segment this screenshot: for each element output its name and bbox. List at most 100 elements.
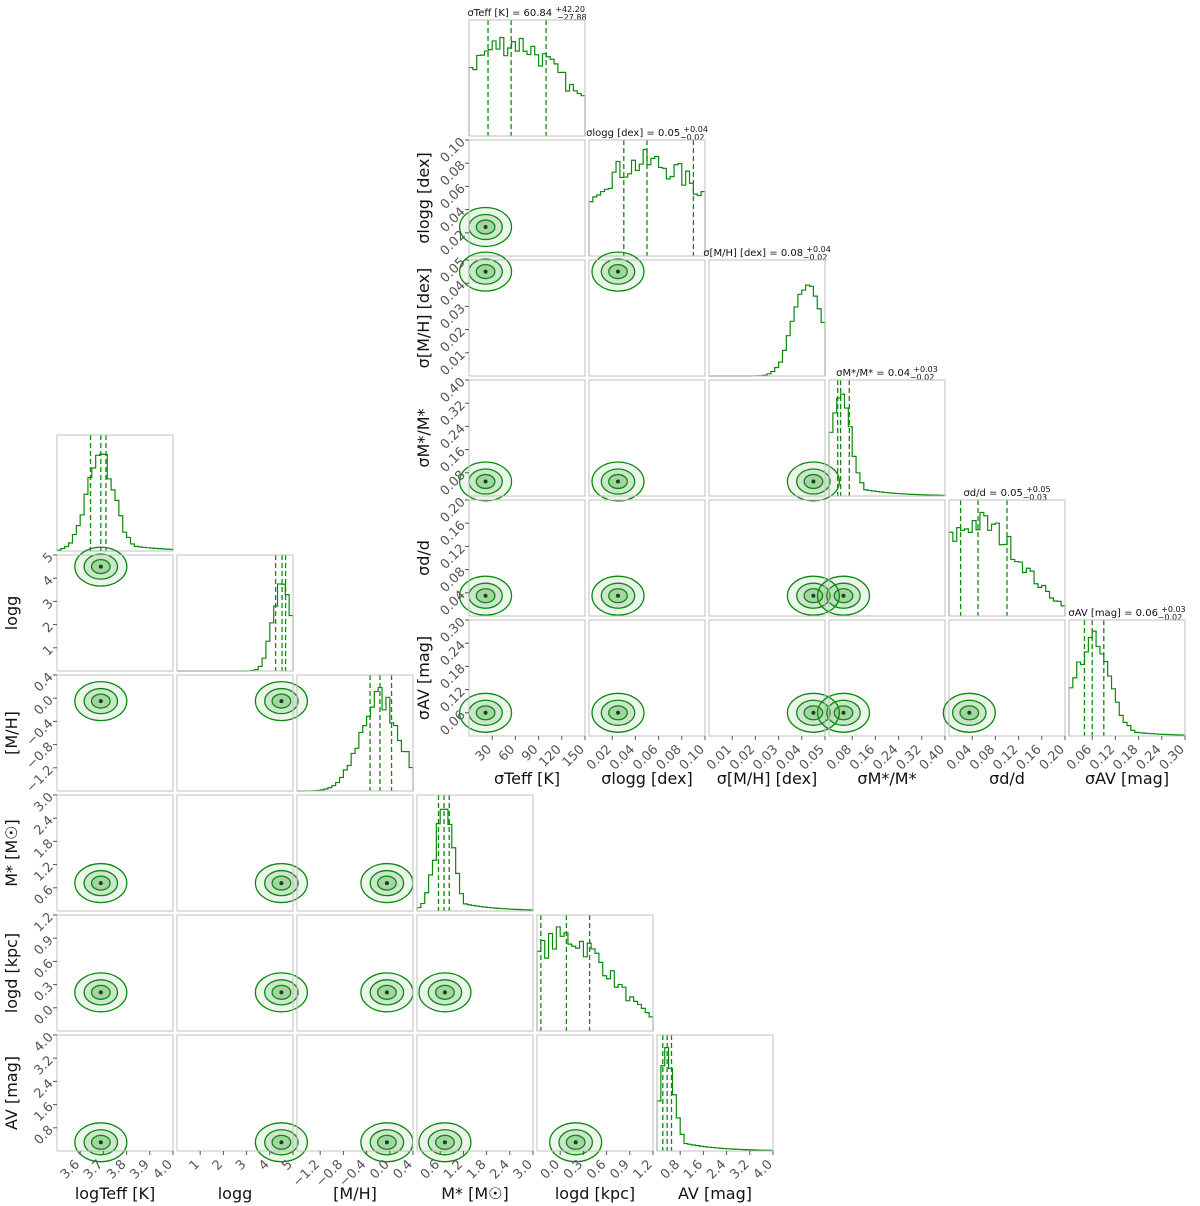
contour-peak [279,699,284,704]
x-axis-label-sTeff: σTeff [K] [494,769,560,788]
y-tick-label: 0.12 [438,541,469,572]
histogram-sTeff [468,36,586,136]
x-tick-label: 3.0 [511,1157,536,1182]
hist-panel-sd: σd/d = 0.05 +0.05 −0.03 [948,485,1066,617]
panel-frame [656,1034,774,1152]
y-axis-label-sM: σM*/M* [414,408,433,467]
x-tick-label: 3 [233,1157,249,1173]
panel-frame [176,794,294,912]
x-tick-label: 30 [473,742,495,764]
y-tick-label: 2.4 [31,813,56,838]
contour-panel-sM-sd [816,499,946,617]
contour-peak [98,699,103,704]
contour-peak [98,564,103,569]
contour-peak [384,1140,389,1145]
x-tick-label: 0.20 [1037,742,1068,773]
panel-frame [828,499,946,617]
hist-title-sAv: σAV [mag] = 0.06 +0.03 −0.02 [1068,605,1185,622]
contour-peak [442,1140,447,1145]
contour-panel-sMH-sM [708,379,841,502]
panel-frame [536,914,654,1032]
y-tick-label: 5 [40,550,56,566]
hist-panel-logd [536,914,654,1032]
y-axis-label-Av: AV [mag] [2,1056,21,1130]
x-axis-label-Av: AV [mag] [678,1184,752,1203]
contour-peak [384,881,389,886]
contour-panel-logg-logd [176,914,309,1032]
hist-title-sTeff: σTeff [K] = 60.84 +42.20 −27.88 [467,5,586,22]
contour-panel-sMH-sAv: 0.010.020.030.040.05σ[M/H] [dex] [704,619,841,788]
x-tick-label: 0.6 [584,1157,609,1182]
hist-title-sM: σM*/M* = 0.04 +0.03 −0.02 [836,365,938,382]
panel-frame [588,139,706,257]
contour-panel-slogg-sMH [588,251,706,377]
contour-peak [279,881,284,886]
contour-panel-logTeff-MH: −1.2−0.8−0.40.00.4[M/H] [2,670,174,796]
panel-frame [416,794,534,912]
contour-panel-logg-MH [176,674,309,792]
panel-frame [296,674,414,792]
x-tick-label: 0.9 [607,1157,632,1182]
x-tick-label: 0.04 [944,742,975,773]
hist-title-sMH: σ[M/H] [dex] = 0.08 +0.04 −0.02 [703,245,831,262]
panel-frame [468,259,586,377]
panel-frame [588,619,706,737]
x-tick-label: 120 [536,742,564,770]
contour-panel-logTeff-Av: 0.81.62.43.24.0AV [mag]3.63.73.83.94.0lo… [2,1030,176,1203]
y-tick-label: 0.40 [438,375,469,406]
y-axis-label-logd: logd [kpc] [2,933,21,1013]
x-axis-label-sM: σM*/M* [857,769,916,788]
panel-frame [588,259,706,377]
contour-peak [483,225,488,229]
panel-frame [56,674,174,792]
panel-frame [708,499,826,617]
panel-frame [56,434,174,552]
contour-peak [841,710,846,715]
contour-peak [279,990,284,995]
panel-frame [176,674,294,792]
contour-peak [811,593,816,598]
panel-frame [176,554,294,672]
contour-peak [616,479,620,484]
panel-frame [416,1034,534,1152]
panel-frame [708,259,826,377]
y-tick-label: 0.01 [438,348,469,379]
contour-peak [616,710,620,715]
y-tick-label: 0.9 [31,933,56,958]
contour-panel-MH-Mstar [296,794,414,912]
contour-peak [841,593,846,598]
hist-panel-sMH: σ[M/H] [dex] = 0.08 +0.04 −0.02 [703,245,831,377]
x-tick-label: 60 [496,742,518,764]
y-tick-label: 0.4 [31,670,56,695]
x-axis-label-sAv: σAV [mag] [1085,769,1169,788]
contour-peak [483,593,488,598]
contour-peak [811,710,816,715]
y-tick-label: 1 [40,643,56,659]
contour-panel-logTeff-Mstar: 0.61.21.82.43.0M* [M☉] [2,790,174,912]
panel-frame [56,914,174,1032]
hist-panel-sTeff: σTeff [K] = 60.84 +42.20 −27.88 [467,5,587,137]
x-tick-label: 1.2 [631,1157,656,1182]
y-tick-label: 2 [40,620,56,636]
contour-panel-MH-Av: −1.2−0.8−0.40.00.4[M/H] [290,1034,416,1203]
x-tick-label: 0.40 [917,742,948,773]
contour-peak [279,1140,284,1145]
y-tick-label: 0.8 [31,1123,56,1148]
y-tick-label: 4 [40,573,56,589]
contour-peak [573,1140,578,1145]
y-axis-label-sMH: σ[M/H] [dex] [414,268,433,369]
contour-peak [616,593,620,598]
x-tick-label: 0.08 [824,742,855,773]
y-axis-label-Mstar: M* [M☉] [2,819,21,887]
x-axis-label-sMH: σ[M/H] [dex] [717,769,818,788]
hist-panel-logg [176,554,294,672]
y-tick-label: 4.0 [31,1030,56,1055]
histogram-logd [536,926,654,1031]
x-tick-label: 150 [560,742,588,770]
contour-peak [811,479,816,484]
